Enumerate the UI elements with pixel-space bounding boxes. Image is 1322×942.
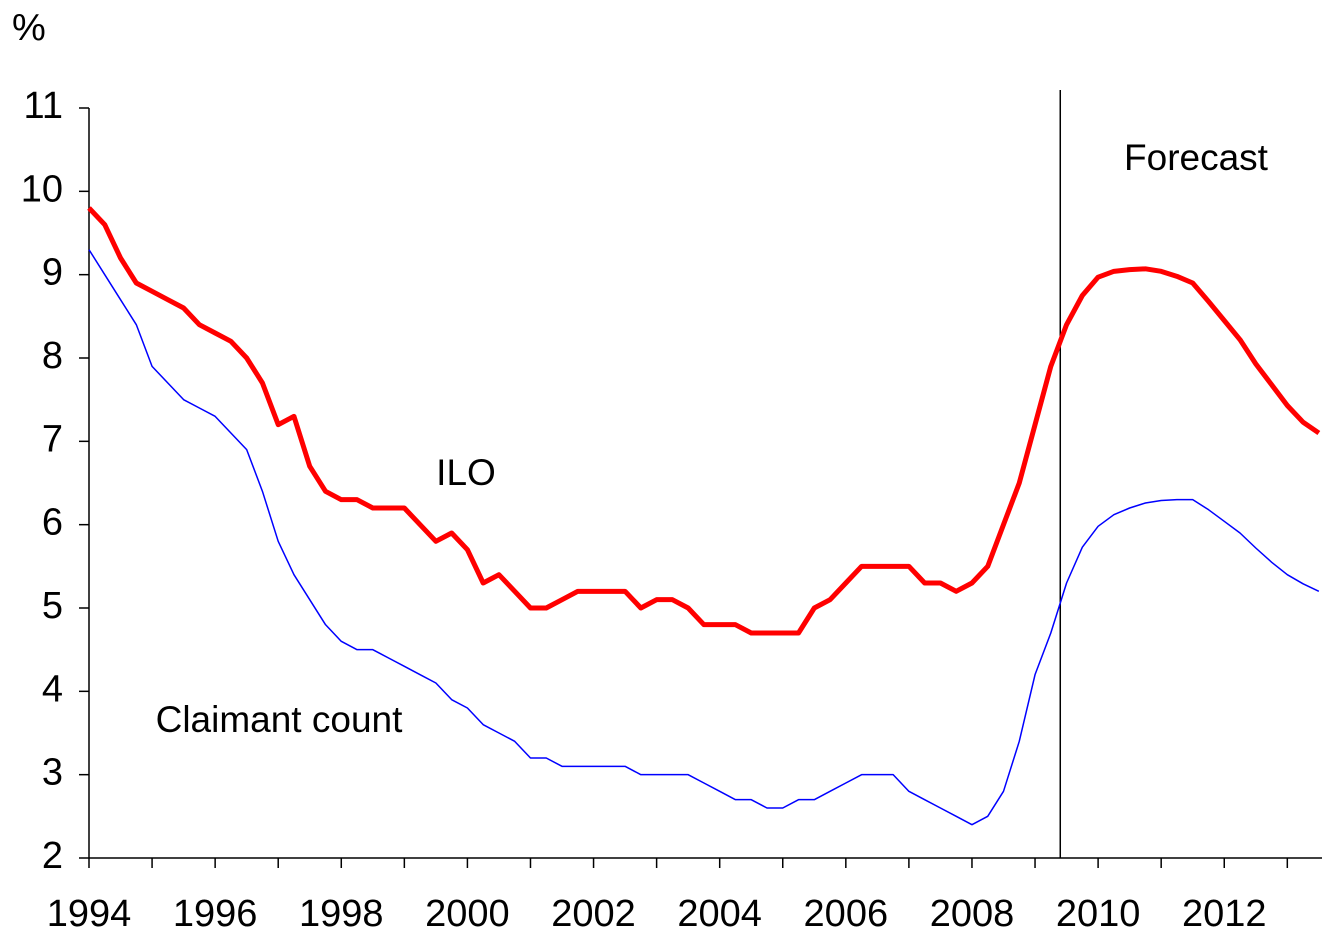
ilo-label: ILO: [436, 452, 496, 493]
x-tick-label: 2010: [1056, 893, 1141, 935]
x-tick-label: 2008: [930, 893, 1015, 935]
x-tick-label: 1994: [47, 893, 132, 935]
x-tick-label: 2002: [551, 893, 636, 935]
claimant-label: Claimant count: [156, 699, 404, 740]
x-tick-label: 2012: [1182, 893, 1267, 935]
y-tick-label: 11: [24, 85, 63, 127]
x-tick-label: 1998: [299, 893, 384, 935]
y-tick-label: 2: [42, 835, 63, 877]
y-tick-label: 8: [42, 335, 63, 377]
x-tick-label: 1996: [173, 893, 258, 935]
y-tick-label: 10: [21, 168, 63, 210]
y-tick-label: 3: [42, 752, 63, 794]
x-tick-label: 2006: [804, 893, 889, 935]
y-tick-label: 6: [42, 502, 63, 544]
x-tick-label: 2000: [425, 893, 510, 935]
y-tick-label: 9: [42, 252, 63, 294]
x-tick-label: 2004: [677, 893, 762, 935]
series-line: [88, 249, 1320, 826]
y-unit: %: [12, 7, 46, 49]
y-tick-label: 7: [42, 418, 63, 460]
series-line: [87, 206, 1321, 636]
y-tick-label: 4: [42, 668, 63, 710]
y-tick-label: 5: [42, 585, 63, 627]
forecast-label: Forecast: [1124, 137, 1269, 178]
